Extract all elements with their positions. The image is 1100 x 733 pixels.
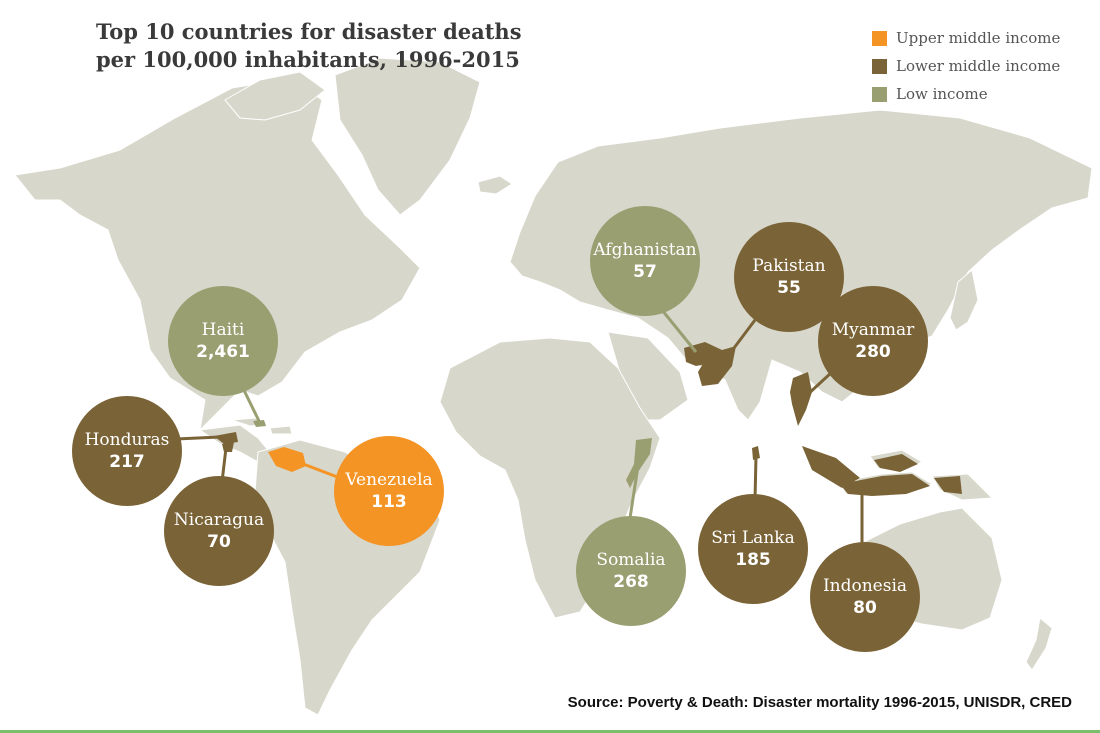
country-name: Somalia (596, 550, 666, 570)
indonesia-shape (802, 446, 962, 496)
bottom-divider (0, 730, 1100, 733)
legend-item-lower-middle: Lower middle income (872, 52, 1060, 80)
source-note: Source: Poverty & Death: Disaster mortal… (567, 694, 1072, 711)
somalia-shape (626, 438, 652, 488)
bubble-sri-lanka: Sri Lanka 185 (698, 494, 808, 604)
pointer-myanmar (804, 370, 834, 398)
japan-landmass (949, 269, 979, 331)
country-name: Indonesia (822, 576, 908, 596)
country-value: 185 (735, 550, 771, 570)
pakistan-shape (698, 346, 736, 386)
bubble-pointers (175, 309, 864, 545)
country-value: 280 (855, 342, 891, 362)
legend-swatch (872, 86, 887, 102)
greenland-landmass (334, 57, 481, 216)
bubble-haiti: Haiti 2,461 (168, 286, 278, 396)
legend-label: Lower middle income (896, 57, 1061, 75)
country-value: 217 (109, 452, 145, 472)
venezuela-shape (268, 447, 306, 472)
iceland-landmass (477, 175, 513, 195)
bubble-honduras: Honduras 217 (72, 396, 182, 506)
country-value: 268 (613, 572, 649, 592)
country-value: 55 (777, 278, 801, 298)
legend-label: Low income (896, 85, 988, 103)
sri-lanka-shape (752, 446, 760, 460)
new-zealand-landmass (1025, 617, 1053, 671)
legend-swatch (872, 30, 887, 46)
pointer-pakistan (726, 319, 757, 357)
country-value: 57 (633, 262, 657, 282)
myanmar-shape (790, 372, 812, 426)
pointer-sri-lanka (753, 455, 758, 501)
country-value: 80 (853, 598, 877, 618)
pointer-somalia (628, 465, 640, 519)
caribbean-islands-landmass (231, 417, 293, 435)
country-name: Honduras (84, 430, 170, 450)
country-name: Nicaragua (173, 510, 265, 530)
honduras-shape (214, 432, 238, 444)
bubble-indonesia: Indonesia 80 (810, 542, 920, 652)
chart-title: Top 10 countries for disaster deaths per… (96, 18, 522, 74)
bubble-venezuela: Venezuela 113 (334, 436, 444, 546)
country-name: Venezuela (345, 470, 433, 490)
country-name: Pakistan (752, 256, 826, 276)
country-value: 2,461 (196, 342, 250, 362)
pointer-honduras (175, 435, 221, 441)
country-name: Sri Lanka (711, 528, 795, 548)
bubble-nicaragua: Nicaragua 70 (164, 476, 274, 586)
country-value: 70 (207, 532, 231, 552)
bubble-somalia: Somalia 268 (576, 516, 686, 626)
legend-item-low: Low income (872, 80, 1060, 108)
haiti-shape (253, 420, 266, 427)
country-name: Afghanistan (593, 240, 697, 260)
bubble-afghanistan: Afghanistan 57 (590, 206, 700, 316)
country-name: Haiti (201, 320, 245, 340)
title-line-2: per 100,000 inhabitants, 1996-2015 (96, 47, 520, 72)
arctic-islands-landmass (224, 71, 326, 121)
legend-item-upper-middle: Upper middle income (872, 24, 1060, 52)
country-name: Myanmar (831, 320, 915, 340)
pointer-afghanistan (660, 309, 698, 353)
bubble-myanmar: Myanmar 280 (818, 286, 928, 396)
country-value: 113 (371, 492, 407, 512)
highlighted-countries (214, 342, 962, 496)
pointer-venezuela (297, 460, 341, 480)
legend-label: Upper middle income (896, 29, 1061, 47)
title-line-1: Top 10 countries for disaster deaths (96, 19, 522, 44)
legend-swatch (872, 58, 887, 74)
legend: Upper middle income Lower middle income … (872, 24, 1060, 108)
